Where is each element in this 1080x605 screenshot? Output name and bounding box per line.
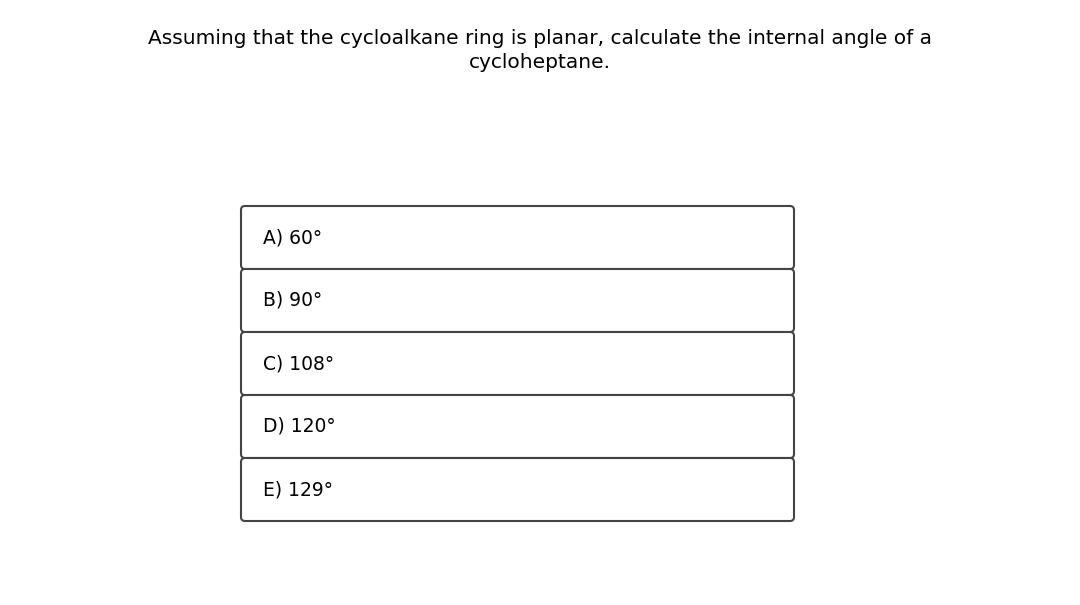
Text: E) 129°: E) 129° [264,480,333,499]
Text: B) 90°: B) 90° [264,291,322,310]
FancyBboxPatch shape [241,206,794,269]
Text: Assuming that the cycloalkane ring is planar, calculate the internal angle of a: Assuming that the cycloalkane ring is pl… [148,28,932,48]
FancyBboxPatch shape [241,395,794,458]
Text: A) 60°: A) 60° [264,228,322,247]
Text: D) 120°: D) 120° [264,417,336,436]
FancyBboxPatch shape [241,332,794,395]
FancyBboxPatch shape [241,458,794,521]
Text: cycloheptane.: cycloheptane. [469,53,611,71]
Text: C) 108°: C) 108° [264,354,334,373]
FancyBboxPatch shape [241,269,794,332]
